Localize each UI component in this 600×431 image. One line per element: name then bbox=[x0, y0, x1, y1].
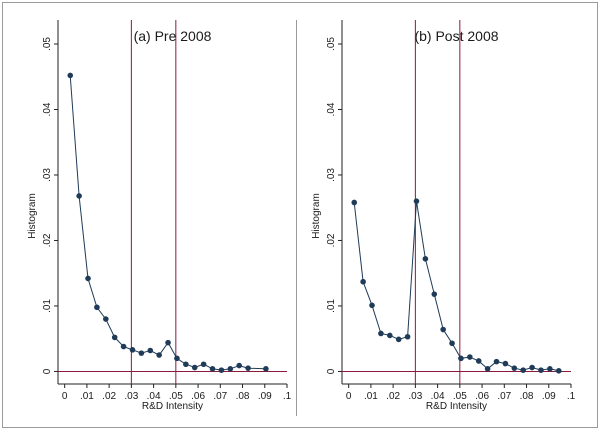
data-point bbox=[458, 355, 464, 362]
x-tick-label: .03 bbox=[124, 391, 138, 402]
data-point bbox=[431, 291, 438, 297]
data-point bbox=[129, 347, 136, 353]
x-tick-label: .02 bbox=[102, 391, 116, 402]
y-tick-label: .04 bbox=[42, 102, 53, 116]
data-point bbox=[387, 332, 393, 339]
data-point bbox=[475, 358, 482, 364]
y-tick-label: 0 bbox=[326, 368, 337, 374]
data-point bbox=[440, 326, 446, 333]
y-tick-label: .03 bbox=[326, 168, 337, 182]
data-point bbox=[467, 354, 473, 360]
x-tick-label: .04 bbox=[431, 391, 445, 402]
data-point bbox=[103, 316, 109, 322]
data-point bbox=[395, 336, 402, 343]
data-point bbox=[538, 367, 544, 373]
series-line bbox=[69, 75, 266, 371]
panel-pre-2008: (a) Pre 2008 0 .01 .02 .03 .04 .05 0 .01 .02 .03 .0… bbox=[27, 20, 292, 412]
x-tick-label: .1 bbox=[567, 391, 576, 402]
panel-post-2008: (b) Post 2008 0 .01 .02 .03 .04 .05 0 .01 .02 .03.… bbox=[311, 20, 576, 412]
series-line bbox=[353, 201, 559, 372]
y-axis-title: Histogram bbox=[311, 193, 322, 239]
chart-title: (b) Post 2008 bbox=[414, 28, 498, 44]
x-tick-label: 0 bbox=[62, 391, 68, 402]
data-point bbox=[529, 364, 535, 371]
data-point bbox=[502, 360, 509, 367]
y-tick-label: .01 bbox=[326, 299, 337, 313]
x-tick-label: .04 bbox=[147, 391, 161, 402]
data-point bbox=[111, 334, 118, 341]
data-point bbox=[351, 199, 358, 206]
y-tick-label: .04 bbox=[326, 102, 337, 116]
data-point bbox=[191, 364, 198, 371]
x-tick-label: .05 bbox=[169, 391, 183, 402]
y-tick-label: .01 bbox=[42, 299, 53, 313]
data-point bbox=[378, 330, 384, 337]
x-tick-label: .06 bbox=[191, 391, 205, 402]
y-tick-label: 0 bbox=[42, 368, 53, 374]
y-tick-label: .03 bbox=[42, 168, 53, 182]
data-point bbox=[245, 365, 251, 371]
y-axis-title: Histogram bbox=[27, 193, 38, 239]
data-point bbox=[120, 343, 127, 350]
data-point bbox=[520, 367, 526, 373]
data-point bbox=[511, 365, 518, 371]
data-point bbox=[76, 193, 82, 199]
data-point bbox=[404, 333, 411, 340]
x-tick-label: .09 bbox=[258, 391, 272, 402]
data-point bbox=[360, 278, 366, 285]
y-tick-label: .05 bbox=[42, 37, 53, 51]
data-point bbox=[218, 367, 225, 373]
x-tick-label: .06 bbox=[475, 391, 489, 402]
data-point bbox=[422, 256, 429, 262]
data-point bbox=[138, 350, 145, 356]
data-point bbox=[484, 366, 491, 372]
x-tick-label: .07 bbox=[213, 391, 227, 402]
data-point bbox=[493, 358, 500, 365]
y-tick-label: .02 bbox=[326, 233, 337, 247]
data-point bbox=[156, 352, 162, 358]
data-point bbox=[449, 340, 455, 347]
x-tick-label: .08 bbox=[520, 391, 534, 402]
data-point bbox=[85, 275, 91, 282]
x-tick-label: .01 bbox=[364, 391, 378, 402]
x-axis-title: R&D Intensity bbox=[426, 401, 487, 412]
data-point bbox=[174, 355, 180, 362]
x-tick-label: .02 bbox=[386, 391, 400, 402]
x-tick-label: .01 bbox=[80, 391, 94, 402]
data-point bbox=[547, 366, 553, 372]
x-tick-label: .08 bbox=[236, 391, 250, 402]
x-tick-label: .03 bbox=[408, 391, 422, 402]
x-tick-label: .1 bbox=[283, 391, 292, 402]
data-point bbox=[227, 366, 234, 372]
x-tick-label: 0 bbox=[346, 391, 352, 402]
data-point bbox=[555, 367, 562, 374]
data-point bbox=[165, 339, 171, 346]
data-point bbox=[183, 361, 189, 368]
data-point bbox=[94, 304, 100, 311]
data-point bbox=[263, 366, 269, 372]
x-tick-label: .09 bbox=[542, 391, 556, 402]
data-point bbox=[236, 362, 242, 369]
x-tick-label: .05 bbox=[453, 391, 467, 402]
x-tick-label: .07 bbox=[497, 391, 511, 402]
data-point bbox=[147, 347, 154, 354]
data-point bbox=[67, 72, 74, 79]
data-point bbox=[200, 361, 207, 368]
y-tick-label: .02 bbox=[42, 233, 53, 247]
data-point bbox=[209, 366, 216, 372]
y-tick-label: .05 bbox=[326, 37, 337, 51]
chart-title: (a) Pre 2008 bbox=[134, 28, 212, 44]
x-axis-title: R&D Intensity bbox=[142, 401, 203, 412]
data-point bbox=[369, 302, 375, 309]
data-point bbox=[413, 198, 420, 204]
